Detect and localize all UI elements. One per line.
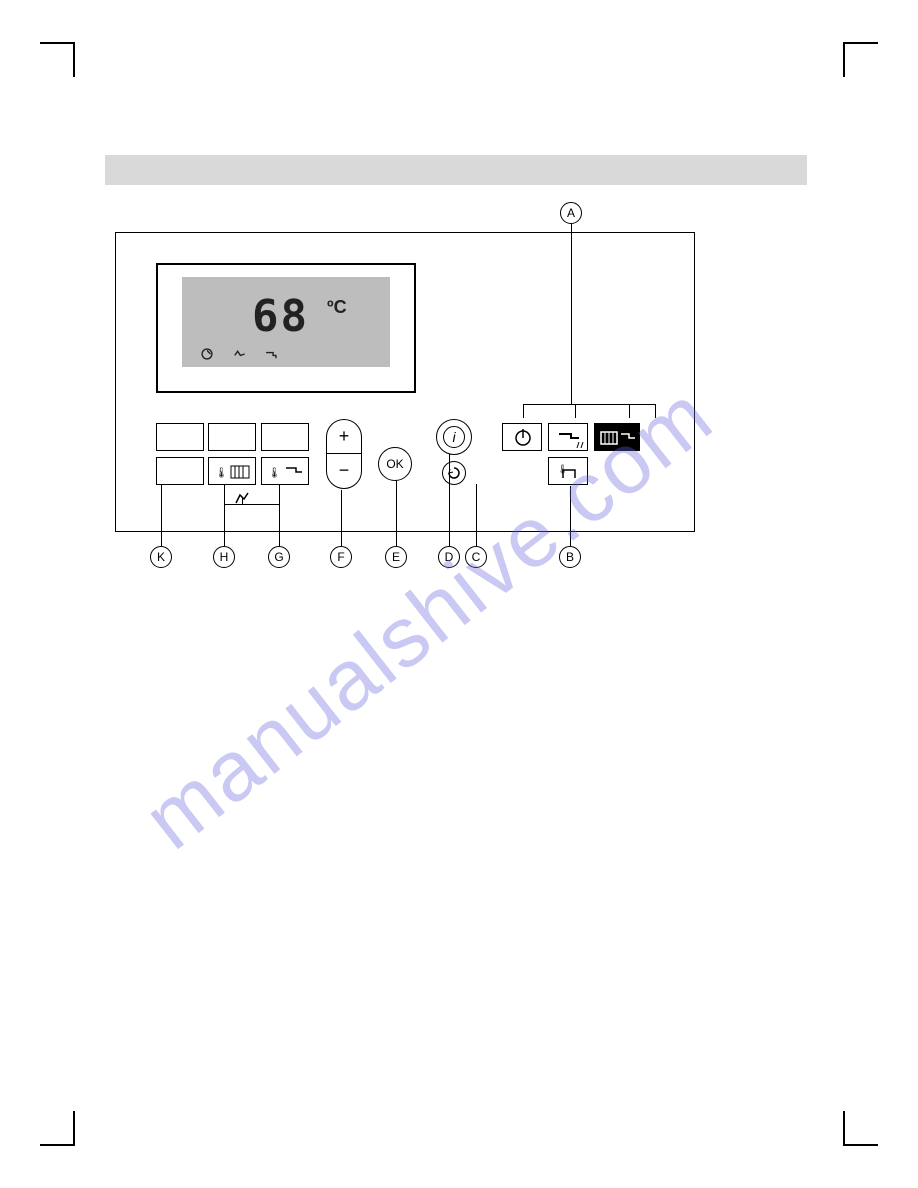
lcd-temperature-value: 68 xyxy=(252,291,309,342)
label-text: A xyxy=(567,206,575,220)
crop-mark xyxy=(843,42,878,44)
label-text: K xyxy=(157,550,165,564)
reset-button[interactable] xyxy=(442,461,466,485)
power-icon xyxy=(503,424,543,452)
label-text: E xyxy=(392,550,400,564)
callout-label-a: A xyxy=(560,202,582,224)
crop-mark xyxy=(73,42,75,77)
callout-line xyxy=(242,498,243,504)
dhw-mode-button[interactable] xyxy=(548,423,588,451)
svg-text:🌡: 🌡 xyxy=(557,464,568,474)
blank-button-2[interactable] xyxy=(208,423,256,451)
label-text: H xyxy=(220,550,229,564)
flame-icon xyxy=(230,347,248,361)
lcd-temperature-unit: ºC xyxy=(327,297,347,318)
radiator-temp-icon: 🌡 xyxy=(209,458,257,486)
info-icon: i xyxy=(452,429,455,445)
blank-button-1[interactable] xyxy=(156,423,204,451)
info-button[interactable]: i xyxy=(436,419,472,455)
callout-line xyxy=(396,480,397,546)
control-panel: 68 ºC 🌡 🌡 + − OK i xyxy=(115,232,695,532)
plus-icon: + xyxy=(327,426,361,447)
blank-button-3[interactable] xyxy=(261,423,309,451)
blank-button-4[interactable] xyxy=(156,457,204,485)
header-bar xyxy=(105,155,807,185)
info-inner: i xyxy=(443,426,465,448)
minus-icon: − xyxy=(327,460,361,481)
callout-line xyxy=(161,484,162,546)
callout-label-e: E xyxy=(385,546,407,568)
label-text: D xyxy=(445,550,454,564)
label-text: F xyxy=(337,550,344,564)
standby-button[interactable] xyxy=(502,423,542,451)
label-text: G xyxy=(274,550,283,564)
label-text: B xyxy=(566,550,574,564)
tap-icon xyxy=(262,347,280,361)
heating-dhw-mode-button[interactable] xyxy=(594,423,640,451)
label-text: C xyxy=(472,550,481,564)
tap-icon xyxy=(549,424,589,452)
lcd-status-icons xyxy=(198,347,280,361)
crop-mark xyxy=(40,42,75,44)
plus-minus-rocker[interactable]: + − xyxy=(326,419,362,489)
crop-mark xyxy=(843,1111,845,1146)
callout-line xyxy=(570,486,571,546)
callout-line xyxy=(224,504,280,505)
callout-line xyxy=(476,484,477,546)
heating-temp-button[interactable]: 🌡 xyxy=(208,457,256,485)
chimney-sweep-icon xyxy=(234,491,252,508)
crop-mark xyxy=(73,1111,75,1146)
callout-label-f: F xyxy=(330,546,352,568)
callout-line xyxy=(449,454,450,546)
clock-icon xyxy=(198,347,216,361)
callout-line xyxy=(224,504,225,546)
svg-text:🌡: 🌡 xyxy=(215,467,228,479)
callout-line xyxy=(341,490,342,546)
lcd-display: 68 ºC xyxy=(156,263,416,393)
callout-label-h: H xyxy=(213,546,235,568)
radiator-tap-icon xyxy=(595,424,641,452)
callout-label-d: D xyxy=(438,546,460,568)
comfort-icon: 🌡 xyxy=(549,458,589,486)
crop-mark xyxy=(40,1144,75,1146)
crop-mark xyxy=(843,1144,878,1146)
lcd-screen: 68 ºC xyxy=(182,277,390,367)
callout-line xyxy=(279,484,280,546)
tap-temp-icon: 🌡 xyxy=(262,458,310,486)
callout-label-g: G xyxy=(268,546,290,568)
callout-label-c: C xyxy=(465,546,487,568)
crop-mark xyxy=(843,42,845,77)
ok-label: OK xyxy=(386,457,403,471)
comfort-button[interactable]: 🌡 xyxy=(548,457,588,485)
callout-label-k: K xyxy=(150,546,172,568)
svg-text:🌡: 🌡 xyxy=(268,467,281,479)
callout-label-b: B xyxy=(559,546,581,568)
ok-button[interactable]: OK xyxy=(378,447,412,481)
dhw-temp-button[interactable]: 🌡 xyxy=(261,457,309,485)
callout-line xyxy=(224,484,225,504)
